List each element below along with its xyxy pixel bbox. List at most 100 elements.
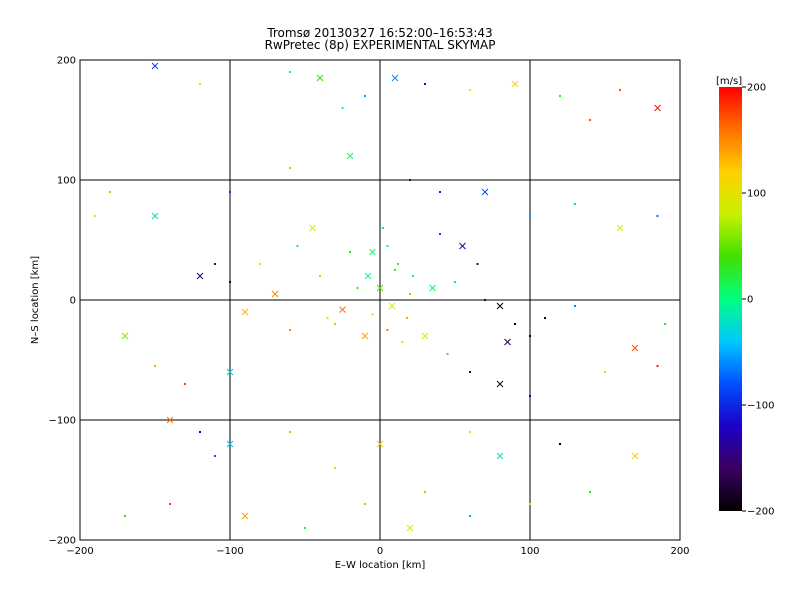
- scatter-dot-point: [319, 275, 321, 277]
- scatter-dot-point: [529, 503, 531, 505]
- scatter-cross-point: [226, 368, 234, 376]
- scatter-cross-point: [376, 284, 384, 292]
- scatter-dot-point: [229, 281, 231, 283]
- scatter-dot-point: [371, 313, 374, 316]
- x-tick-label: −200: [66, 546, 93, 557]
- scatter-dot-point: [424, 83, 426, 85]
- scatter-cross-point: [496, 302, 504, 310]
- scatter-dot-point: [229, 191, 231, 193]
- scatter-dot-point: [604, 371, 606, 373]
- scatter-dot-point: [214, 455, 216, 457]
- scatter-cross-point: [361, 332, 369, 340]
- scatter-dot-point: [214, 263, 216, 265]
- colorbar-tick-label: 0: [747, 295, 753, 306]
- x-tick-label: −100: [216, 546, 243, 557]
- scatter-dot-point: [544, 317, 546, 319]
- colorbar-tick-label: −100: [747, 401, 774, 412]
- scatter-dot-point: [656, 215, 659, 217]
- scatter-dot-point: [412, 275, 414, 277]
- chart-title: Tromsø 20130327 16:52:00–16:53:43: [267, 26, 493, 40]
- scatter-dot-point: [364, 95, 366, 97]
- scatter-cross-point: [271, 290, 279, 298]
- scatter-dot-point: [439, 191, 441, 193]
- scatter-dot-point: [341, 107, 344, 109]
- scatter-cross-point: [346, 152, 354, 160]
- scatter-cross-point: [421, 332, 429, 340]
- scatter-dot-point: [589, 491, 591, 493]
- y-axis-label: N–S location [km]: [30, 256, 41, 344]
- colorbar-label: [m/s]: [716, 76, 742, 87]
- scatter-dot-point: [559, 443, 561, 445]
- x-tick-label: 200: [670, 546, 689, 557]
- scatter-dot-point: [529, 395, 531, 397]
- grid-lines: [80, 60, 680, 540]
- scatter-dot-point: [469, 371, 471, 373]
- scatter-cross-point: [511, 80, 519, 88]
- scatter-dot-point: [199, 83, 201, 85]
- scatter-cross-point: [459, 242, 466, 250]
- scatter-cross-point: [481, 188, 489, 196]
- data-points: [94, 62, 666, 532]
- scatter-cross-point: [241, 308, 249, 316]
- scatter-dot-point: [409, 179, 411, 181]
- scatter-cross-point: [226, 440, 234, 448]
- y-tick-label: 100: [57, 176, 76, 187]
- scatter-cross-point: [504, 338, 511, 346]
- scatter-dot-point: [326, 317, 329, 319]
- scatter-cross-point: [496, 380, 504, 388]
- scatter-dot-point: [154, 365, 156, 367]
- scatter-dot-point: [589, 119, 591, 121]
- scatter-cross-point: [654, 104, 661, 112]
- scatter-dot-point: [296, 245, 299, 247]
- scatter-cross-point: [406, 524, 414, 532]
- scatter-cross-point: [309, 224, 316, 232]
- scatter-dot-point: [397, 263, 399, 265]
- scatter-dot-point: [656, 365, 659, 367]
- plot-frame: [79, 59, 681, 541]
- scatter-cross-point: [339, 306, 346, 313]
- scatter-cross-point: [369, 248, 376, 256]
- scatter-dot-point: [386, 329, 389, 331]
- scatter-cross-point: [316, 74, 324, 82]
- scatter-dot-point: [664, 323, 666, 325]
- colorbar-tick-label: −200: [747, 507, 774, 518]
- scatter-cross-point: [391, 74, 399, 82]
- colorbar-tick-label: 100: [747, 189, 766, 200]
- scatter-dot-point: [394, 269, 396, 271]
- scatter-dot-point: [356, 287, 359, 289]
- scatter-dot-point: [469, 431, 471, 433]
- scatter-dot-point: [559, 95, 561, 97]
- scatter-cross-point: [166, 416, 174, 424]
- scatter-cross-point: [121, 332, 129, 340]
- scatter-dot-point: [259, 263, 261, 265]
- scatter-cross-point: [631, 452, 639, 460]
- scatter-dot-point: [169, 503, 171, 505]
- scatter-cross-point: [364, 272, 372, 280]
- scatter-dot-point: [94, 215, 96, 217]
- scatter-dot-point: [574, 305, 576, 307]
- scatter-dot-point: [349, 251, 351, 253]
- scatter-dot-point: [289, 329, 291, 331]
- scatter-dot-point: [514, 323, 516, 325]
- scatter-dot-point: [124, 515, 126, 517]
- scatter-dot-point: [199, 431, 201, 433]
- scatter-dot-point: [619, 89, 621, 91]
- x-tick-label: 0: [377, 546, 383, 557]
- scatter-dot-point: [469, 515, 471, 517]
- scatter-dot-point: [406, 317, 408, 319]
- scatter-dot-point: [334, 467, 336, 469]
- scatter-cross-point: [631, 344, 639, 352]
- scatter-dot-point: [409, 293, 411, 295]
- colorbar-tick-label: 200: [747, 83, 766, 94]
- scatter-cross-point: [388, 302, 396, 310]
- scatter-dot-point: [401, 341, 404, 343]
- scatter-dot-point: [109, 191, 111, 193]
- scatter-dot-point: [454, 281, 456, 283]
- scatter-dot-point: [529, 335, 531, 337]
- scatter-cross-point: [376, 440, 384, 448]
- x-tick-label: 100: [520, 546, 539, 557]
- axis-ticks: −200 −100 0 100 200 −200 −100 0 100 200: [49, 56, 690, 558]
- scatter-dot-point: [382, 227, 384, 229]
- scatter-dot-point: [484, 299, 486, 301]
